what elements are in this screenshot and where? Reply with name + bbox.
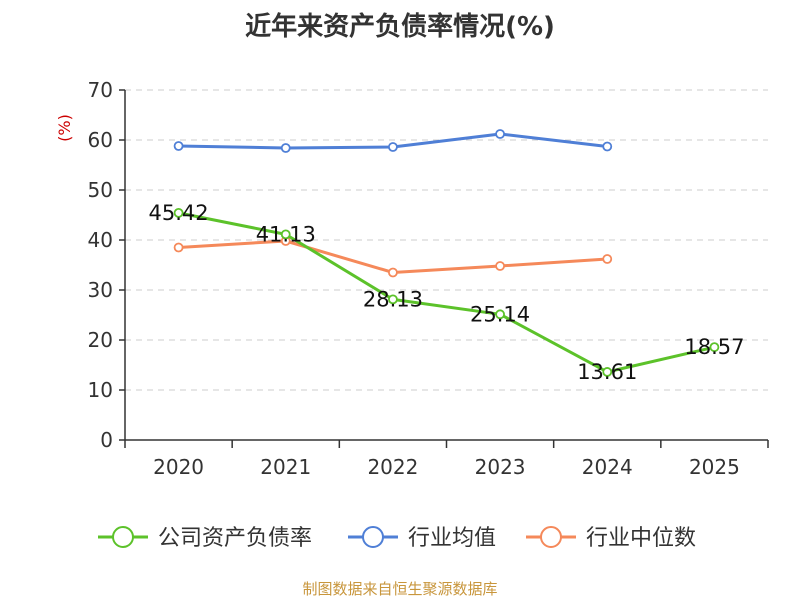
y-tick-label: 50 xyxy=(88,178,113,202)
chart-title: 近年来资产负债率情况(%) xyxy=(245,12,555,42)
data-point xyxy=(602,141,613,152)
data-point xyxy=(602,367,613,377)
data-label: 45.42 xyxy=(149,201,209,225)
series xyxy=(173,129,720,377)
legend: 公司资产负债率 行业均值 行业中位数 xyxy=(98,526,696,551)
data-label: 13.61 xyxy=(577,360,637,384)
legend-marker xyxy=(112,526,134,548)
y-tick-label: 70 xyxy=(88,78,113,102)
series-line xyxy=(178,211,715,374)
data-point xyxy=(173,141,184,151)
source-note: 制图数据来自恒生聚源数据库 xyxy=(302,580,498,598)
data-point xyxy=(495,309,505,320)
data-point xyxy=(280,229,291,240)
x-tick-label: 2020 xyxy=(153,455,204,479)
data-point xyxy=(388,294,398,305)
legend-label: 公司资产负债率 xyxy=(158,526,312,551)
data-point xyxy=(495,129,505,139)
x-tick-label: 2024 xyxy=(582,455,633,479)
data-labels: 45.42 41.13 28.13 25.14 13.61 18.57 xyxy=(149,201,745,384)
data-point xyxy=(173,242,184,253)
data-point xyxy=(173,207,184,218)
y-tick-label: 60 xyxy=(88,128,113,152)
data-point xyxy=(280,143,291,153)
x-tick-label: 2021 xyxy=(260,455,311,479)
y-tick-label: 10 xyxy=(88,378,113,402)
data-point xyxy=(388,142,398,152)
data-point xyxy=(602,254,613,264)
data-point xyxy=(388,267,398,278)
legend-marker xyxy=(362,526,384,548)
legend-label: 行业均值 xyxy=(408,526,496,551)
data-point xyxy=(709,342,720,353)
grid-lines xyxy=(125,89,768,391)
x-tick-label: 2025 xyxy=(689,455,740,479)
data-label: 41.13 xyxy=(256,222,316,246)
legend-marker xyxy=(540,526,562,548)
y-tick-label: 20 xyxy=(88,328,113,352)
data-label: 18.57 xyxy=(684,335,744,359)
axes: 0 10 20 30 40 50 60 70 2020 2021 2022 2023 2024 2025 xyxy=(88,78,769,479)
data-label: 25.14 xyxy=(470,302,530,326)
y-tick-label: 40 xyxy=(88,228,113,252)
y-tick-label: 30 xyxy=(88,278,113,302)
data-label: 28.13 xyxy=(363,287,423,311)
legend-label: 行业中位数 xyxy=(586,526,696,551)
data-point xyxy=(495,261,505,271)
x-tick-label: 2023 xyxy=(475,455,526,479)
x-tick-label: 2022 xyxy=(367,455,418,479)
y-axis-label: (%) xyxy=(55,114,74,142)
y-tick-label: 0 xyxy=(100,428,113,452)
